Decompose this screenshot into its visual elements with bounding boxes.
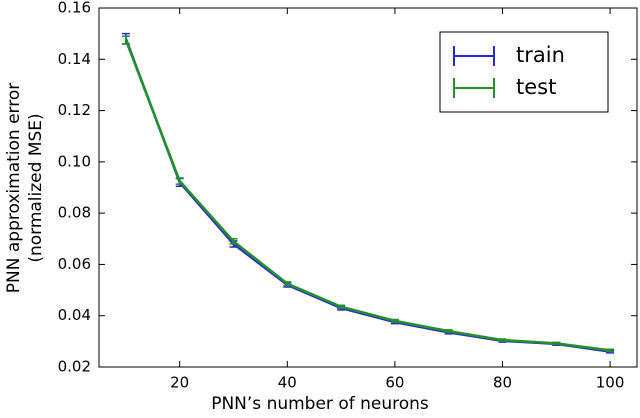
error-bar [283, 281, 292, 287]
error-bar [498, 338, 507, 342]
legend-symbol [453, 78, 495, 98]
legend-symbol [453, 46, 495, 66]
plot-frame [98, 7, 638, 368]
error-bar [337, 304, 346, 310]
error-bar [121, 35, 130, 45]
legend-label: test [516, 75, 556, 99]
legend-box [439, 31, 609, 113]
y-tick-label: 0.10 [58, 152, 91, 170]
y-tick-label: 0.06 [58, 255, 91, 273]
error-bar [606, 348, 615, 353]
x-tick-label: 60 [385, 374, 404, 392]
y-tick-label: 0.04 [58, 306, 91, 324]
x-tick-label: 100 [596, 374, 625, 392]
y-tick-label: 0.16 [58, 0, 91, 17]
error-bar [175, 177, 184, 185]
error-bar [552, 341, 561, 346]
x-axis-label: PNN’s number of neurons [211, 394, 429, 414]
error-bar [229, 238, 238, 245]
legend-label: train [516, 43, 565, 67]
y-tick-label: 0.02 [58, 358, 91, 376]
x-tick-label: 40 [278, 374, 297, 392]
y-axis-label: PNN approximation error [4, 83, 24, 293]
y-tick-label: 0.12 [58, 101, 91, 119]
error-bar [390, 318, 399, 323]
y-tick-label: 0.08 [58, 204, 91, 222]
series-line [124, 39, 611, 352]
y-tick-label: 0.14 [58, 50, 91, 68]
y-axis-label: (normalized MSE) [26, 113, 46, 262]
x-tick-label: 20 [170, 374, 189, 392]
x-tick-label: 80 [493, 374, 512, 392]
error-bar [444, 329, 453, 334]
